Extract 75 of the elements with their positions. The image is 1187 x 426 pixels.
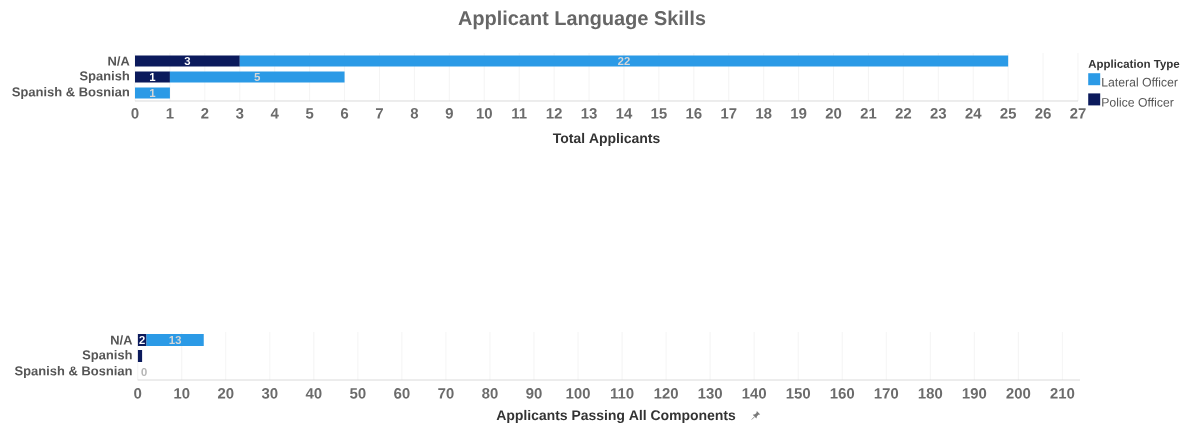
x-tick-label: 16 [686, 108, 702, 119]
x-tick-label: 8 [410, 108, 419, 119]
x-tick-label: 80 [482, 388, 498, 399]
x-tick-label: 100 [566, 388, 590, 399]
x-axis-title: Applicants Passing All Components [496, 409, 736, 423]
x-tick-label: 20 [217, 388, 234, 399]
bar [239, 55, 1009, 67]
x-tick-label: 190 [962, 388, 987, 399]
x-tick-label: 0 [131, 108, 139, 119]
x-tick-label: 50 [350, 388, 366, 399]
y-tick-label: N/A [111, 335, 133, 345]
x-tick-label: 130 [698, 388, 722, 399]
x-tick-label: 15 [651, 108, 667, 119]
legend-title: Application Type [1088, 59, 1180, 71]
data-label: 1 [150, 73, 156, 81]
x-tick-label: 200 [1006, 388, 1031, 399]
data-label: 1 [150, 89, 156, 97]
x-tick-label: 2 [201, 108, 209, 119]
legend-label: Lateral Officer [1102, 77, 1178, 87]
x-tick-label: 110 [610, 388, 634, 399]
x-tick-label: 19 [791, 108, 807, 119]
x-tick-label: 9 [445, 108, 453, 119]
x-tick-label: 12 [546, 108, 562, 119]
x-tick-label: 20 [825, 108, 842, 119]
x-tick-label: 26 [1035, 108, 1051, 119]
x-tick-label: 7 [375, 108, 383, 119]
x-tick-label: 10 [174, 388, 190, 399]
legend-label: Police Officer [1102, 97, 1174, 107]
x-tick-label: 11 [512, 108, 527, 119]
data-label: 0 [141, 367, 147, 377]
data-label: 2 [139, 336, 145, 344]
x-tick-label: 13 [581, 108, 597, 119]
x-tick-label: 21 [860, 108, 877, 119]
x-tick-label: 3 [235, 108, 244, 119]
data-label: 13 [169, 335, 182, 345]
x-tick-label: 24 [965, 108, 982, 119]
bar [169, 71, 345, 83]
x-tick-label: 160 [830, 388, 855, 399]
data-label: 3 [184, 56, 191, 66]
x-tick-label: 0 [134, 388, 142, 399]
x-tick-label: 27 [1070, 108, 1086, 119]
x-tick-label: 70 [438, 388, 454, 399]
x-tick-label: 6 [340, 108, 349, 119]
x-tick-label: 14 [616, 108, 633, 119]
x-tick-label: 210 [1050, 388, 1075, 399]
bar [135, 71, 170, 83]
x-tick-label: 23 [930, 108, 947, 119]
y-tick-label: N/A [108, 56, 130, 66]
y-tick-label: Spanish [82, 349, 132, 363]
chart-title: Applicant Language Skills [458, 10, 706, 30]
x-tick-label: 22 [895, 108, 912, 119]
x-tick-label: 25 [1000, 108, 1017, 119]
x-tick-label: 120 [654, 388, 678, 399]
x-tick-label: 40 [305, 388, 322, 399]
x-tick-label: 140 [742, 388, 767, 399]
x-tick-label: 10 [476, 108, 492, 119]
x-tick-label: 170 [874, 388, 899, 399]
x-tick-label: 60 [394, 388, 410, 399]
x-tick-label: 150 [786, 388, 811, 399]
x-tick-label: 5 [305, 108, 314, 119]
bar [135, 55, 240, 67]
x-axis-title: Total Applicants [552, 132, 660, 146]
x-tick-label: 90 [526, 388, 542, 399]
data-label: 5 [254, 73, 261, 81]
x-tick-label: 17 [721, 108, 737, 119]
x-tick-label: 4 [270, 108, 279, 119]
x-tick-label: 1 [166, 108, 174, 119]
y-tick-label: Spanish & Bosnian [14, 365, 132, 379]
x-tick-label: 180 [918, 388, 943, 399]
data-label: 22 [617, 57, 630, 65]
x-tick-label: 18 [756, 108, 772, 119]
y-tick-label: Spanish & Bosnian [12, 86, 129, 100]
x-tick-label: 30 [261, 388, 278, 399]
y-tick-label: Spanish [79, 70, 129, 84]
bar [135, 87, 170, 99]
